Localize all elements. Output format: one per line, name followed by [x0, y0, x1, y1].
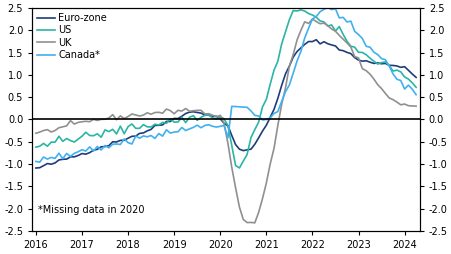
Canada* — [390, 72, 395, 75]
Euro-zone — [259, 130, 265, 133]
Legend: Euro-zone, US, UK, Canada*: Euro-zone, US, UK, Canada* — [35, 11, 109, 62]
Canada* — [87, 145, 92, 148]
UK — [229, 166, 234, 169]
Canada* — [37, 161, 42, 164]
US — [298, 8, 303, 11]
Euro-zone — [121, 139, 127, 142]
Canada* — [33, 160, 38, 163]
UK — [401, 103, 406, 106]
Canada* — [324, 6, 330, 9]
Canada* — [225, 136, 230, 139]
US — [33, 146, 38, 149]
US — [390, 70, 395, 73]
UK — [33, 132, 38, 135]
UK — [263, 182, 268, 185]
Euro-zone — [413, 76, 418, 79]
Euro-zone — [33, 167, 38, 170]
Line: UK: UK — [36, 19, 415, 223]
US — [229, 144, 234, 147]
UK — [252, 221, 257, 224]
Canada* — [413, 93, 418, 96]
Canada* — [248, 109, 253, 113]
UK — [390, 98, 395, 101]
US — [236, 166, 242, 169]
US — [106, 130, 111, 133]
Line: Euro-zone: Euro-zone — [36, 40, 415, 168]
Text: *Missing data in 2020: *Missing data in 2020 — [38, 205, 144, 215]
Euro-zone — [106, 144, 111, 147]
US — [263, 98, 268, 101]
Line: Canada*: Canada* — [36, 8, 415, 162]
US — [413, 86, 418, 89]
UK — [413, 105, 418, 108]
Canada* — [140, 134, 146, 137]
Euro-zone — [229, 134, 234, 137]
UK — [309, 18, 314, 21]
UK — [121, 117, 127, 120]
US — [121, 132, 127, 135]
UK — [106, 117, 111, 120]
Line: US: US — [36, 10, 415, 168]
Euro-zone — [313, 38, 318, 41]
Canada* — [194, 124, 199, 127]
Euro-zone — [397, 66, 403, 69]
Euro-zone — [386, 64, 391, 67]
US — [401, 75, 406, 78]
